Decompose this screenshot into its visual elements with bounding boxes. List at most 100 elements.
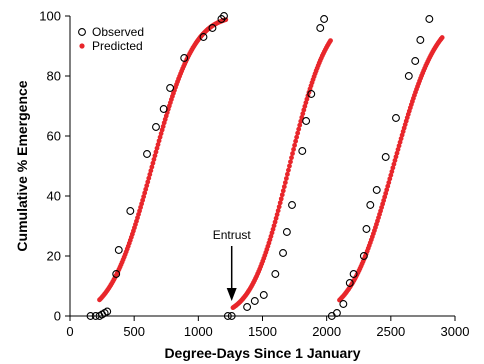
observed-point (392, 114, 400, 122)
observed-point (425, 15, 434, 23)
observed-point (250, 297, 259, 305)
predicted-point (387, 176, 393, 182)
y-axis-title: Cumulative % Emergence (14, 80, 30, 251)
predicted-point (293, 138, 299, 144)
legend-observed-label: Observed (92, 25, 144, 39)
y-tick-label: 40 (47, 189, 61, 204)
x-tick-label: 2000 (312, 324, 341, 339)
x-tick-label: 1500 (248, 324, 277, 339)
annotation: Entrust (213, 228, 252, 301)
axes: 0 500 1000 1500 2000 2500 3000 0 20 40 60 80 100 (39, 9, 469, 340)
predicted-point (273, 215, 279, 221)
observed-point (339, 300, 348, 308)
x-tick-label: 500 (123, 324, 145, 339)
predicted-point (281, 184, 287, 190)
predicted-point (392, 158, 398, 163)
predicted-point (389, 169, 395, 174)
entrust-annotation-label: Entrust (213, 228, 252, 242)
y-tick-label: 0 (54, 309, 61, 324)
predicted-point (154, 145, 160, 151)
observed-point (372, 186, 381, 194)
legend: Observed Predicted (78, 25, 144, 53)
predicted-point (385, 183, 391, 189)
predicted-point (301, 107, 307, 113)
predicted-point (297, 122, 303, 128)
predicted-point (145, 179, 151, 185)
predicted-point (283, 176, 289, 181)
plot-area (86, 12, 445, 320)
predicted-point (388, 172, 394, 178)
predicted-point (328, 38, 333, 44)
x-tick-label: 2500 (376, 324, 405, 339)
x-tick-label: 1000 (184, 324, 213, 339)
predicted-point (272, 219, 278, 225)
observed-point (359, 252, 368, 260)
predicted-point (282, 180, 288, 185)
observed-point (243, 303, 252, 311)
observed-point (114, 246, 123, 254)
predicted-point (292, 142, 297, 148)
predicted-point (290, 151, 295, 156)
predicted-point (156, 138, 162, 144)
predicted-point (439, 35, 445, 40)
predicted-point (151, 157, 157, 162)
observed-point (404, 72, 413, 80)
predicted-point (150, 160, 156, 166)
predicted-point (142, 190, 148, 196)
observed-point (298, 147, 307, 155)
predicted-point (155, 142, 161, 147)
predicted-point (278, 196, 284, 202)
observed-point (143, 150, 151, 158)
observed-point (152, 123, 160, 131)
predicted-point (298, 118, 304, 124)
predicted-point (296, 126, 302, 132)
observed-point (316, 24, 325, 32)
x-axis-title: Degree-Days Since 1 January (164, 345, 360, 361)
predicted-point (291, 147, 296, 152)
observed-point (220, 12, 228, 20)
x-tick-label: 3000 (441, 324, 470, 339)
predicted-point (395, 147, 401, 152)
observed-point (282, 228, 291, 236)
predicted-point (396, 143, 402, 149)
predicted-point (397, 139, 403, 145)
predicted-point (390, 165, 396, 171)
predicted-point (302, 103, 308, 109)
y-tick-label: 100 (39, 9, 61, 24)
observed-point (279, 249, 287, 257)
observed-point (366, 201, 375, 209)
y-tick-label: 60 (47, 129, 61, 144)
observed-point (271, 270, 280, 278)
observed-point (288, 201, 296, 209)
predicted-point (271, 223, 277, 229)
observed-point (126, 207, 135, 215)
predicted-point (147, 172, 153, 177)
legend-predicted-label: Predicted (92, 39, 143, 53)
predicted-point (393, 154, 399, 160)
predicted-point (286, 167, 291, 173)
observed-point (180, 54, 189, 62)
predicted-point (300, 111, 306, 117)
predicted-point (152, 153, 158, 159)
observed-point (166, 84, 175, 92)
legend-predicted-marker (79, 43, 85, 49)
predicted-point (284, 171, 290, 177)
predicted-point (391, 161, 397, 167)
predicted-point (157, 134, 163, 140)
observed-point (307, 90, 316, 98)
predicted-point (140, 197, 146, 203)
observed-point (159, 105, 168, 113)
observed-point (320, 15, 329, 23)
predicted-point (143, 186, 149, 192)
predicted-point (153, 149, 159, 155)
predicted-point (144, 183, 150, 189)
x-tick-label: 0 (66, 324, 73, 339)
predicted-point (394, 150, 400, 156)
observed-point (332, 309, 341, 317)
predicted-point (289, 155, 294, 161)
legend-observed-marker (78, 28, 86, 36)
entrust-arrow-head (226, 288, 237, 301)
observed-point (208, 24, 217, 32)
predicted-point (383, 190, 389, 196)
observed-point (362, 225, 371, 233)
